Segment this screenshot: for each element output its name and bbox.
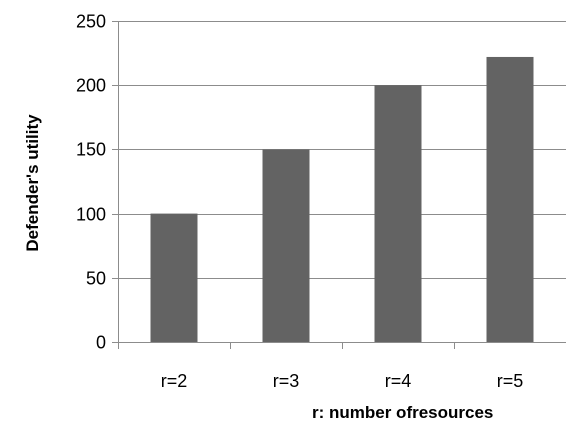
x-tick-label-r=4: r=4 <box>385 371 412 391</box>
y-axis-title: Defender's utility <box>23 114 42 252</box>
y-tick-label-50: 50 <box>86 269 106 289</box>
y-tick-labels: 0 50 100 150 200 250 <box>76 12 106 353</box>
x-tick-label-r=3: r=3 <box>273 371 300 391</box>
x-tick-label-r=2: r=2 <box>161 371 188 391</box>
y-tick-label-150: 150 <box>76 140 106 160</box>
bars <box>150 56 534 343</box>
bar-r=2 <box>150 213 198 342</box>
axes <box>112 21 566 349</box>
y-tick-label-100: 100 <box>76 205 106 225</box>
bar-r=5 <box>486 56 534 343</box>
x-tick-label-r=5: r=5 <box>497 371 524 391</box>
y-tick-label-250: 250 <box>76 12 106 32</box>
x-axis-title: r: number ofresources <box>312 403 493 422</box>
y-tick-label-0: 0 <box>96 333 106 353</box>
x-tick-labels: r=2 r=3 r=4 r=5 <box>161 371 524 391</box>
bar-r=3 <box>262 149 310 342</box>
y-tick-label-200: 200 <box>76 76 106 96</box>
bar-r=4 <box>374 85 422 342</box>
